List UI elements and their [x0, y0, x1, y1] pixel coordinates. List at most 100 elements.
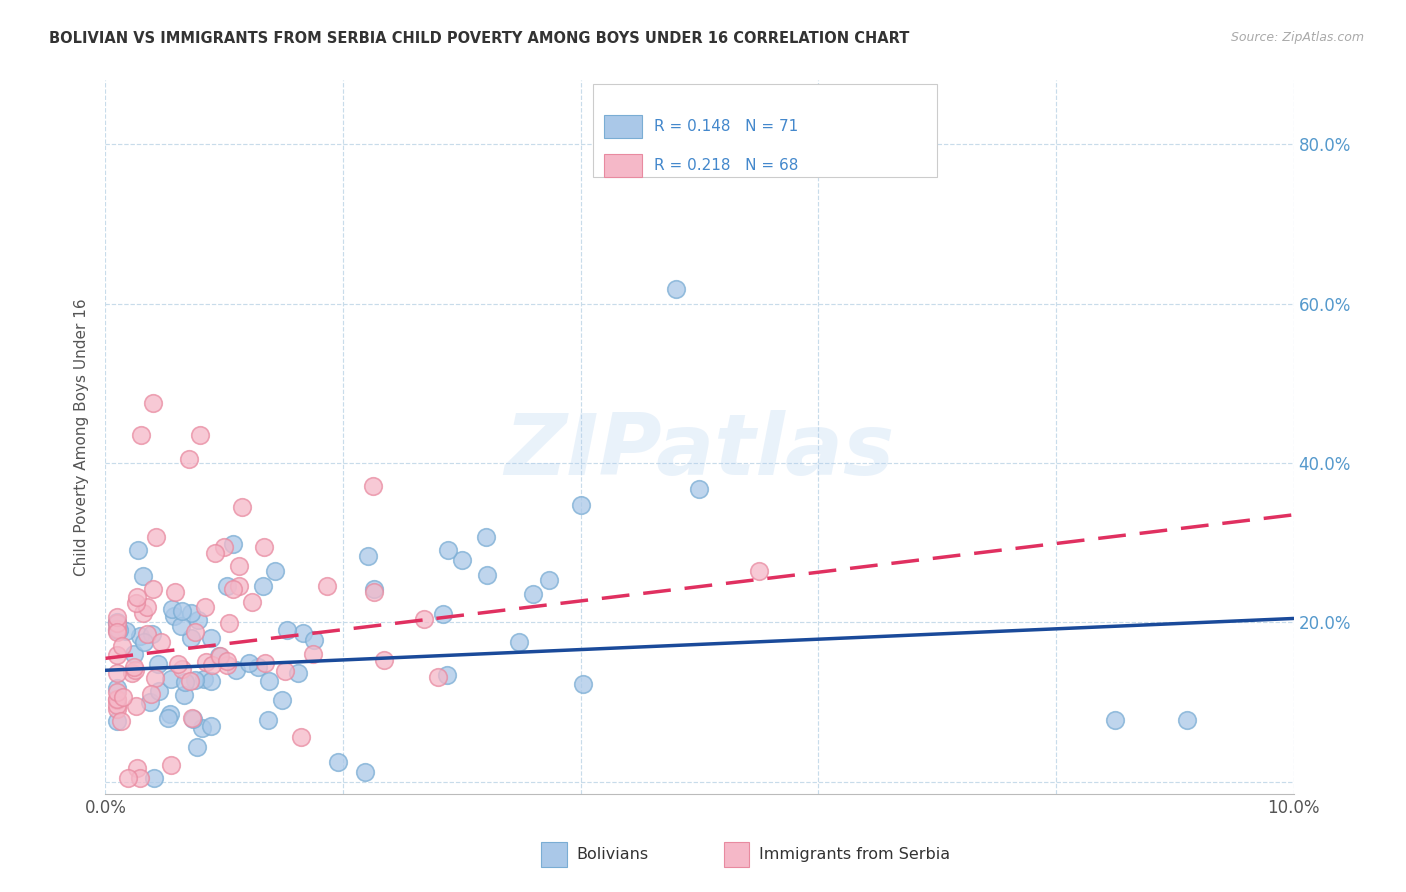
Point [128, 629, 150, 643]
Y-axis label: Child Poverty Among Boys Under 16: Child Poverty Among Boys Under 16 [75, 298, 90, 576]
Point [190, 428, 212, 442]
Point [221, 582, 243, 597]
Point [111, 639, 134, 653]
Point [186, 739, 208, 754]
Point [225, 663, 247, 677]
Point [108, 623, 131, 637]
Point [200, 673, 222, 688]
Point [150, 634, 173, 648]
Point [105, 624, 128, 638]
Point [105, 616, 128, 631]
Point [105, 622, 128, 636]
Point [114, 624, 136, 639]
Point [105, 615, 128, 630]
Point [257, 673, 280, 688]
Point [105, 714, 128, 728]
Point [105, 692, 128, 706]
Point [190, 721, 212, 735]
Point [181, 712, 204, 726]
Point [475, 567, 498, 582]
Point [253, 540, 276, 554]
Point [105, 609, 128, 624]
Text: ZIPatlas: ZIPatlas [505, 409, 894, 493]
Point [222, 537, 245, 551]
Point [132, 635, 155, 649]
Point [217, 658, 239, 673]
Point [170, 619, 193, 633]
Point [143, 672, 166, 686]
Point [105, 681, 128, 695]
Point [412, 612, 434, 626]
Text: R = 0.148   N = 71: R = 0.148 N = 71 [654, 119, 799, 134]
Point [357, 549, 380, 563]
Point [122, 647, 145, 661]
Point [125, 596, 148, 610]
Point [508, 634, 530, 648]
Point [432, 607, 454, 621]
Point [247, 659, 270, 673]
Point [165, 585, 187, 599]
Point [117, 771, 139, 785]
Point [124, 663, 146, 677]
Point [129, 771, 152, 785]
Point [437, 543, 460, 558]
Point [436, 668, 458, 682]
Text: Source: ZipAtlas.com: Source: ZipAtlas.com [1230, 31, 1364, 45]
Point [256, 713, 278, 727]
Point [177, 452, 200, 467]
Point [665, 282, 688, 296]
Point [105, 666, 128, 681]
Point [142, 771, 165, 785]
Point [270, 693, 292, 707]
Text: R = 0.218   N = 68: R = 0.218 N = 68 [654, 158, 799, 173]
Point [231, 500, 253, 515]
Point [302, 647, 325, 661]
Point [124, 698, 146, 713]
Point [125, 590, 148, 604]
Point [170, 604, 193, 618]
Point [200, 632, 222, 646]
Point [105, 692, 128, 706]
Point [121, 665, 143, 680]
Point [208, 648, 231, 663]
Point [194, 655, 217, 669]
Point [173, 688, 195, 702]
Point [302, 633, 325, 648]
Point [127, 542, 149, 557]
Point [361, 478, 384, 492]
Point [160, 672, 183, 686]
Point [139, 695, 162, 709]
Point [184, 673, 207, 687]
Point [354, 765, 377, 780]
Point [129, 428, 152, 442]
Point [105, 698, 128, 712]
Point [201, 657, 224, 672]
Point [292, 626, 315, 640]
Point [194, 600, 217, 615]
Point [193, 672, 215, 686]
Point [170, 662, 193, 676]
Point [139, 687, 162, 701]
Point [522, 587, 544, 601]
Point [474, 529, 496, 543]
Point [105, 702, 128, 716]
Point [363, 584, 385, 599]
Point [290, 731, 312, 745]
Text: Bolivians: Bolivians [576, 847, 648, 862]
Point [214, 540, 236, 554]
Point [159, 707, 181, 722]
Point [217, 654, 239, 668]
Point [208, 649, 231, 664]
Point [238, 656, 260, 670]
Point [218, 616, 240, 631]
Point [160, 602, 183, 616]
Point [179, 674, 201, 689]
Point [181, 711, 204, 725]
Point [180, 607, 202, 621]
Point [156, 711, 179, 725]
Point [450, 553, 472, 567]
Point [184, 625, 207, 640]
Point [112, 690, 135, 705]
Point [287, 666, 309, 681]
Point [132, 606, 155, 620]
